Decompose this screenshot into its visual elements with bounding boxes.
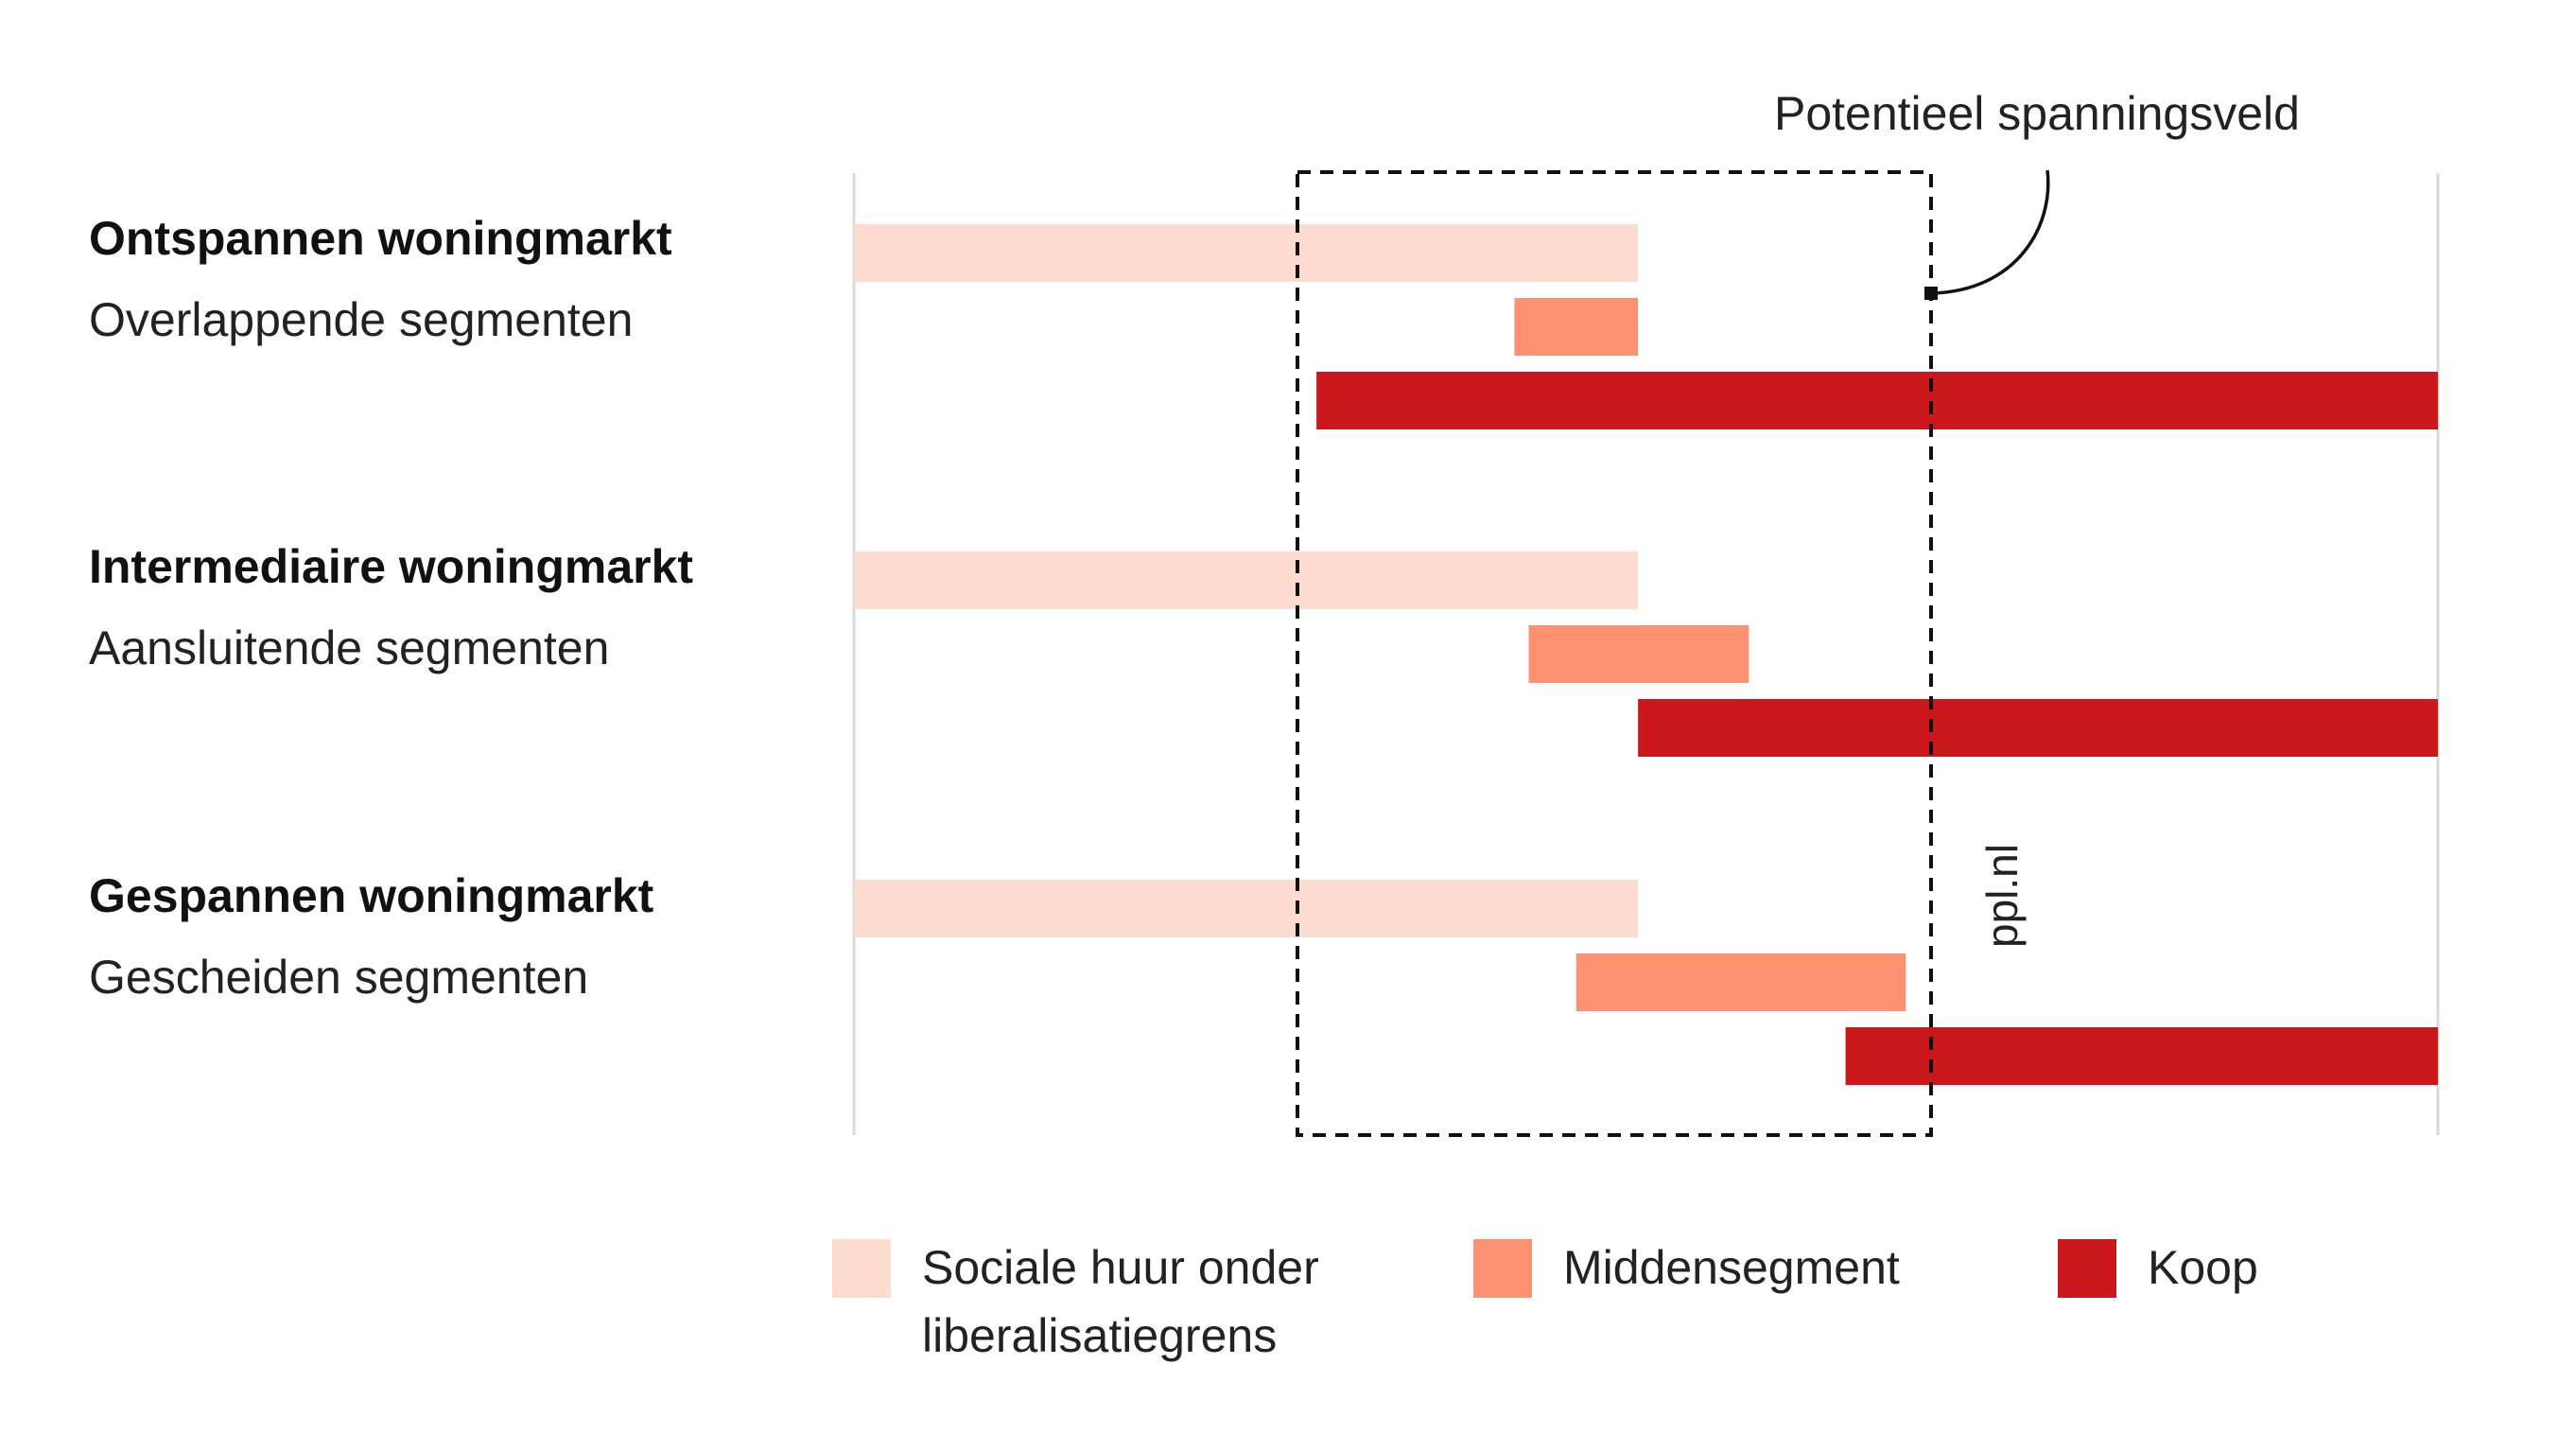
legend-item-middensegment: Middensegment (1473, 1239, 2055, 1302)
market-block-gespannen: Gespannen woningmarkt Gescheiden segment… (89, 869, 827, 1004)
spanning-zone-box (1296, 170, 1933, 1137)
watermark-label: ppl.nl (1977, 844, 2027, 948)
bar-intermediaire-woningmarkt-koop (1638, 699, 2438, 757)
annotation-anchor-dot (1924, 287, 1938, 300)
bar-gespannen-woningmarkt-middensegment (1575, 953, 1906, 1011)
bar-gespannen-woningmarkt-koop (1845, 1027, 2438, 1085)
bar-ontspannen-woningmarkt-sociale-huur-onder-liberalisatiegrens (854, 224, 1639, 282)
bars-layer (854, 224, 2438, 1085)
bar-intermediaire-woningmarkt-sociale-huur-onder-liberalisatiegrens (854, 551, 1639, 609)
market-subtitle: Gescheiden segmenten (89, 951, 589, 1004)
legend-swatch (832, 1239, 891, 1298)
market-title: Intermediaire woningmarkt (89, 540, 694, 593)
market-title: Ontspannen woningmarkt (89, 212, 672, 265)
legend-label: Middensegment (1563, 1241, 1900, 1294)
market-subtitle: Overlappende segmenten (89, 293, 634, 346)
market-block-intermediair: Intermediaire woningmarkt Aansluitende s… (89, 540, 827, 674)
annotation-label: Potentieel spanningsveld (1774, 87, 2300, 140)
legend-label: Koop (2148, 1241, 2258, 1294)
bar-ontspannen-woningmarkt-middensegment (1514, 298, 1639, 356)
bar-gespannen-woningmarkt-sociale-huur-onder-liberalisatiegrens (854, 880, 1639, 937)
legend-swatch (2058, 1239, 2116, 1298)
market-title: Gespannen woningmarkt (89, 869, 654, 922)
bar-ontspannen-woningmarkt-koop (1316, 372, 2438, 429)
bar-intermediaire-woningmarkt-middensegment (1528, 625, 1749, 683)
legend-item-sociale-huur: Sociale huur onder liberalisatiegrens (832, 1239, 1366, 1370)
market-block-ontspannen: Ontspannen woningmarkt Overlappende segm… (89, 212, 827, 346)
legend-item-koop: Koop (2058, 1239, 2337, 1302)
legend-label: Sociale huur onder liberalisatiegrens (922, 1241, 1319, 1362)
annotation-leader-line (1930, 169, 2050, 295)
legend-swatch (1473, 1239, 1532, 1298)
market-subtitle: Aansluitende segmenten (89, 621, 610, 674)
